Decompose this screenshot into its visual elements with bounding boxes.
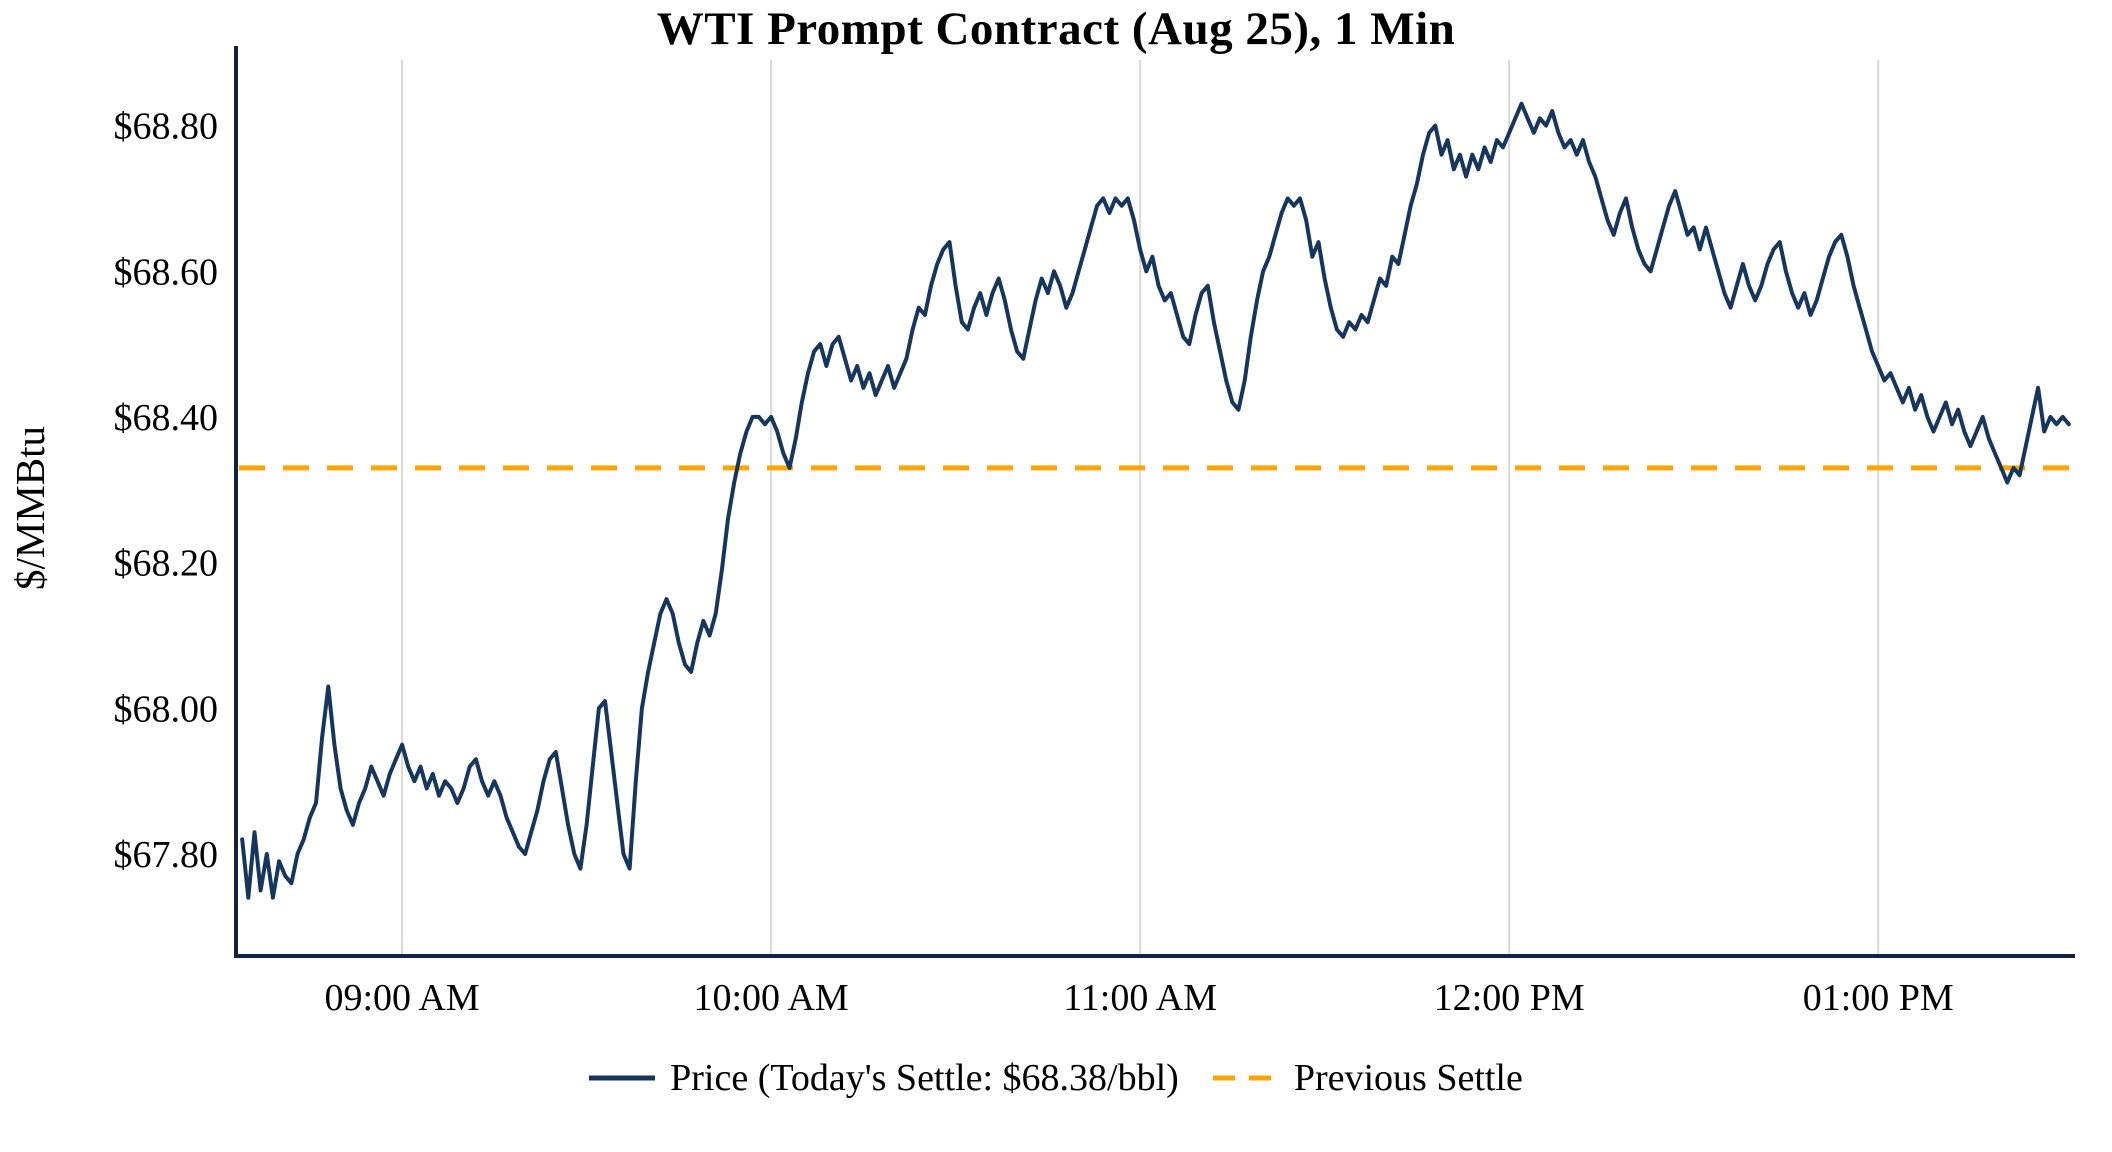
y-tick-label: $68.20 xyxy=(114,543,219,585)
x-tick-label: 12:00 PM xyxy=(1434,977,1585,1019)
legend-item-settle: Previous Settle xyxy=(1212,1056,1523,1100)
legend: Price (Today's Settle: $68.38/bbl) Previ… xyxy=(0,1056,2112,1100)
y-tick-labels: $67.80 $68.00 $68.20 $68.40 $68.60 $68.80 xyxy=(114,106,219,876)
y-axis-label: $/MMBtu xyxy=(7,426,53,590)
x-tick-label: 11:00 AM xyxy=(1063,977,1217,1019)
y-tick-label: $68.80 xyxy=(114,106,219,148)
x-tick-label: 10:00 AM xyxy=(693,977,848,1019)
legend-price-label: Price (Today's Settle: $68.38/bbl) xyxy=(670,1057,1179,1099)
chart-title: WTI Prompt Contract (Aug 25), 1 Min xyxy=(656,3,1456,55)
x-tick-label: 09:00 AM xyxy=(324,977,479,1019)
settle-dash-swatch-icon xyxy=(1212,1075,1279,1081)
y-tick-label: $68.40 xyxy=(114,397,219,439)
axes xyxy=(234,46,2075,958)
legend-item-price: Price (Today's Settle: $68.38/bbl) xyxy=(589,1056,1179,1100)
x-tick-label: 01:00 PM xyxy=(1803,977,1954,1019)
price-line xyxy=(240,101,2071,900)
x-tick-labels: 09:00 AM 10:00 AM 11:00 AM 12:00 PM 01:00 PM xyxy=(324,977,1953,1019)
price-line-swatch-icon xyxy=(589,1075,656,1081)
y-tick-label: $67.80 xyxy=(114,834,219,876)
y-tick-label: $68.00 xyxy=(114,688,219,730)
grid-lines xyxy=(401,60,1880,956)
y-tick-label: $68.60 xyxy=(114,251,219,293)
legend-settle-label: Previous Settle xyxy=(1293,1057,1523,1099)
